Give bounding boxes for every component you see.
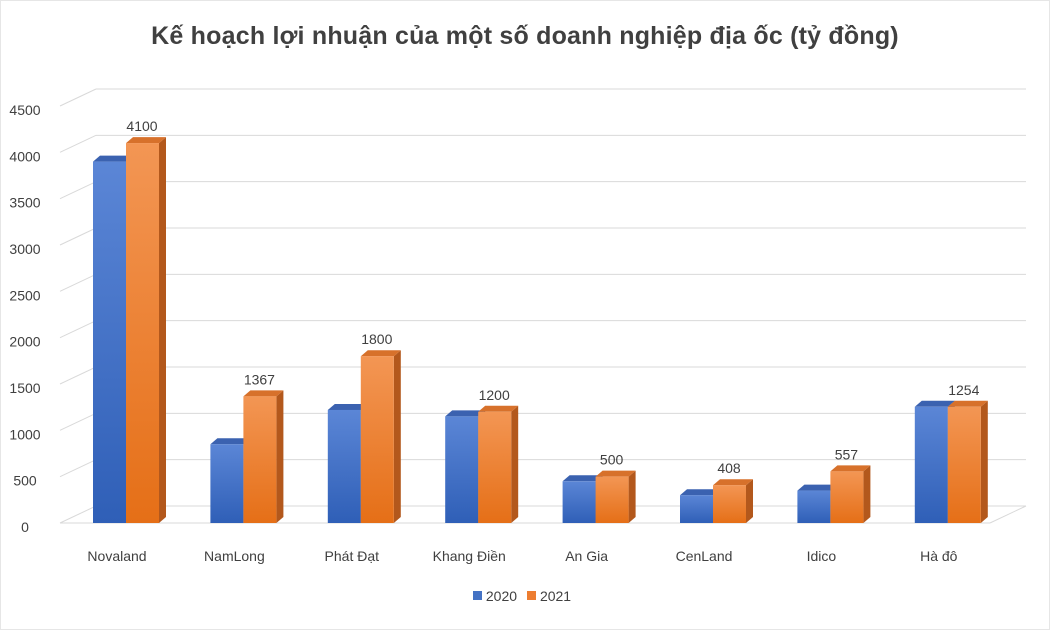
y-tick-label: 2500 — [9, 287, 40, 303]
bar-top-2020 — [93, 155, 133, 162]
x-tick-label: Phát Đạt — [325, 548, 380, 564]
bar-2021 — [126, 143, 159, 524]
bar-side-2021 — [746, 479, 753, 523]
legend-swatch-2021 — [526, 591, 536, 600]
bar-top-2020 — [445, 410, 486, 417]
x-tick-label: An Gia — [565, 548, 608, 564]
gridline-diagonal — [59, 134, 97, 153]
gridline-diagonal — [59, 320, 97, 339]
bar-2020 — [914, 406, 948, 523]
y-tick-label: 3000 — [9, 241, 40, 257]
legend: 2020 2021 — [0, 587, 1050, 604]
x-tick-label: Hà đô — [920, 548, 958, 564]
data-label: 1200 — [479, 387, 510, 403]
gridline-diagonal — [59, 505, 97, 524]
data-label: 557 — [835, 446, 859, 462]
bar-2021 — [243, 396, 277, 523]
x-tick-label: CenLand — [676, 548, 733, 564]
bar-side-2021 — [393, 350, 401, 523]
bar-top-2021 — [360, 350, 401, 357]
legend-swatch-2020 — [472, 591, 482, 600]
x-tick-label: Khang Điền — [433, 548, 506, 564]
bar-top-2020 — [914, 400, 955, 407]
chart-title: Kế hoạch lợi nhuận của một số doanh nghi… — [151, 22, 899, 50]
y-tick-label: 500 — [13, 473, 37, 489]
legend-item-2020: 2020 — [472, 587, 518, 604]
gridline-diagonal — [59, 273, 97, 292]
bar-2020 — [210, 444, 244, 523]
bar-2021 — [595, 476, 629, 523]
bar-top-2021 — [595, 470, 636, 477]
bar-side-2021 — [863, 465, 871, 523]
bar-top-2020 — [210, 438, 251, 445]
bar-top-2021 — [243, 390, 284, 397]
bar-top-2021 — [478, 405, 519, 412]
bar-2021 — [360, 356, 394, 523]
data-label: 1367 — [244, 371, 275, 387]
bar-2021 — [947, 406, 981, 523]
bar-2021 — [830, 471, 864, 523]
gridline-diagonal — [59, 366, 97, 385]
x-tick-label: Idico — [807, 548, 837, 564]
bar-side-2021 — [159, 137, 166, 524]
bar-2020 — [797, 490, 831, 523]
bar-2021 — [713, 485, 746, 523]
data-label: 1254 — [948, 382, 979, 398]
bar-top-2021 — [126, 137, 166, 144]
bar-top-2020 — [562, 475, 603, 482]
data-label: 4100 — [126, 118, 157, 134]
bar-side-2021 — [628, 470, 636, 523]
data-label: 1800 — [361, 331, 392, 347]
bar-2021 — [478, 411, 512, 523]
gridline-diagonal — [59, 181, 97, 200]
bar-top-2021 — [830, 465, 871, 472]
data-label: 408 — [717, 460, 741, 476]
legend-item-2021: 2021 — [526, 587, 572, 604]
y-tick-label: 3500 — [9, 195, 40, 211]
y-tick-label: 1000 — [9, 426, 40, 442]
gridline-diagonal — [59, 227, 97, 246]
y-tick-label: 4500 — [9, 102, 40, 118]
y-tick-label: 4000 — [9, 148, 40, 164]
y-tick-label: 2000 — [9, 334, 40, 350]
bar-2020 — [93, 161, 126, 523]
bar-top-2020 — [680, 489, 720, 496]
bar-top-2021 — [713, 479, 753, 486]
bar-2020 — [327, 409, 361, 523]
legend-label-2021: 2021 — [539, 587, 572, 604]
bar-top-2021 — [947, 400, 988, 407]
bar-2020 — [680, 495, 713, 523]
bar-side-2021 — [511, 405, 519, 523]
gridline-diagonal — [59, 459, 97, 478]
bar-top-2020 — [327, 403, 368, 410]
bar-top-2020 — [797, 484, 838, 491]
y-tick-label: 0 — [21, 519, 29, 535]
data-label: 500 — [600, 452, 624, 468]
bar-2020 — [562, 481, 596, 523]
bar-2020 — [445, 416, 479, 523]
bar-side-2021 — [276, 390, 284, 523]
y-tick-label: 1500 — [9, 380, 40, 396]
x-tick-label: Novaland — [87, 548, 146, 564]
gridline-diagonal — [59, 412, 97, 431]
bar-side-2021 — [980, 400, 988, 523]
floor-line-right — [989, 505, 1027, 524]
legend-label-2020: 2020 — [485, 587, 518, 604]
gridline-diagonal — [59, 88, 97, 107]
x-tick-label: NamLong — [204, 548, 265, 564]
